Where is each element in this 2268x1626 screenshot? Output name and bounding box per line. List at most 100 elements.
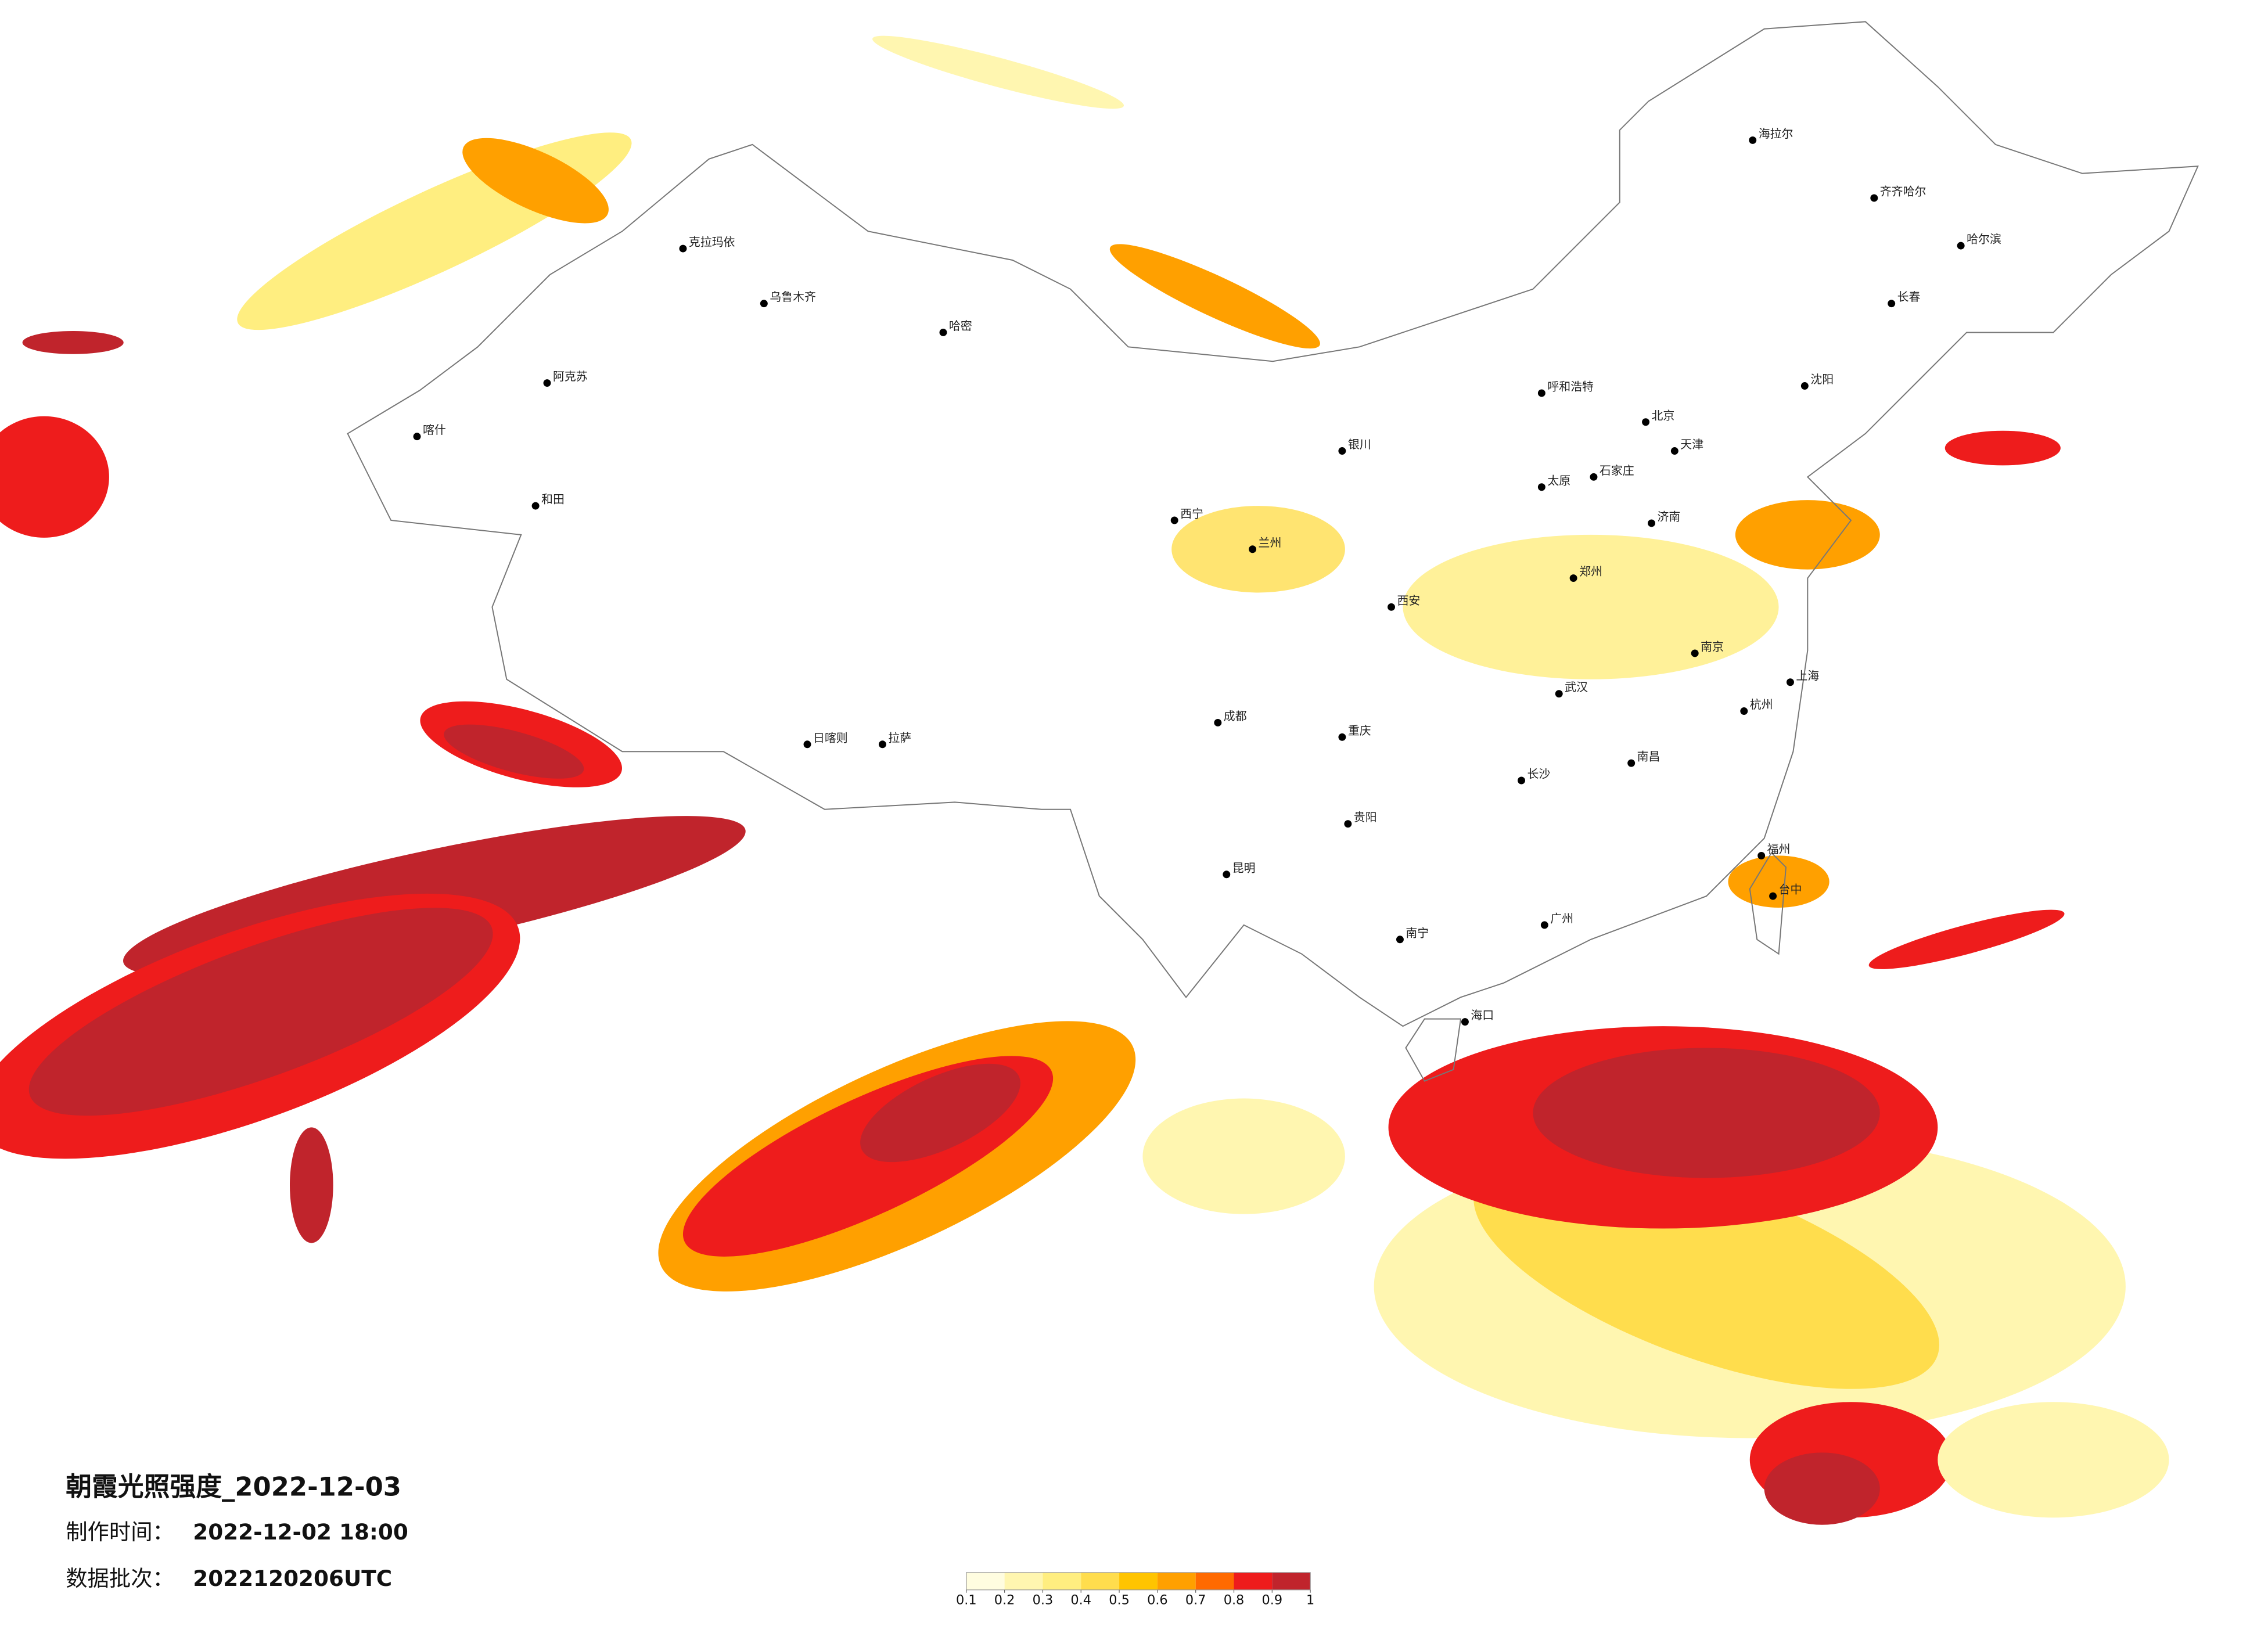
colorbar-label: 0.3 — [1033, 1593, 1054, 1608]
heat-blob — [462, 138, 609, 224]
colorbar-cell — [1272, 1572, 1311, 1590]
colorbar-cell — [1004, 1572, 1043, 1590]
colorbar-label: 0.2 — [994, 1593, 1015, 1608]
city-label: 银川 — [1348, 438, 1371, 451]
city-dot — [1518, 776, 1525, 785]
colorbar-cell — [1157, 1572, 1196, 1590]
colorbar-label: 0.4 — [1070, 1593, 1091, 1608]
city-dot — [878, 740, 886, 749]
city-dot — [543, 379, 551, 387]
city-dot — [1540, 921, 1548, 929]
colorbar-label: 1 — [1306, 1593, 1314, 1608]
heat-blob — [1403, 534, 1779, 679]
colorbar-frame — [966, 1572, 1311, 1591]
city-label: 武汉 — [1565, 681, 1588, 694]
city-dot — [1749, 136, 1757, 144]
city-label: 兰州 — [1259, 536, 1282, 549]
city-label: 拉萨 — [888, 731, 911, 744]
title: 朝霞光照强度_2022-12-03 — [66, 1472, 401, 1502]
city-dot — [1957, 242, 1965, 250]
city-label: 太原 — [1547, 474, 1570, 487]
city-label: 昆明 — [1232, 861, 1256, 875]
china-border — [347, 21, 2199, 1027]
city-label: 南昌 — [1637, 750, 1660, 764]
city-label: 南宁 — [1406, 926, 1429, 940]
made-time: 2022-12-02 18:00 — [193, 1519, 408, 1545]
city-label: 西安 — [1397, 594, 1420, 607]
heat-blob — [1171, 506, 1345, 593]
heat-blob — [872, 35, 1124, 109]
heat-blob — [28, 908, 493, 1116]
city-label: 喀什 — [423, 423, 446, 437]
city-dot — [1170, 516, 1178, 524]
city-label: 哈密 — [949, 319, 972, 333]
city-label: 日喀则 — [813, 731, 848, 744]
city-dot — [1670, 447, 1678, 455]
city-dot — [1214, 718, 1222, 726]
batch: 2022120206UTC — [193, 1566, 392, 1591]
city-label: 西宁 — [1180, 508, 1203, 521]
city-dot — [1338, 447, 1346, 455]
city-dot — [1249, 545, 1257, 553]
heat-blob — [22, 330, 124, 354]
city-label: 阿克苏 — [553, 370, 588, 383]
city-dot — [1338, 733, 1346, 741]
city-dot — [1537, 483, 1545, 491]
colorbar-cell — [1195, 1572, 1234, 1590]
city-dot — [1800, 382, 1809, 390]
city-label: 海口 — [1471, 1009, 1494, 1022]
heat-blob — [1735, 500, 1880, 570]
city-label: 呼和浩特 — [1547, 380, 1594, 394]
heat-blob — [1868, 909, 2065, 969]
city-dot — [1223, 870, 1231, 879]
city-label: 福州 — [1767, 843, 1791, 856]
made-label: 制作时间： — [66, 1519, 174, 1545]
city-label: 郑州 — [1579, 565, 1602, 578]
city-dot — [1740, 707, 1748, 715]
city-dot — [1627, 759, 1636, 767]
city-label: 上海 — [1796, 669, 1819, 682]
city-dot — [1569, 574, 1577, 582]
heat-blob — [1764, 1452, 1880, 1525]
city-dot — [939, 328, 947, 336]
heat-blob — [1938, 1402, 2169, 1518]
city-dot — [413, 433, 421, 441]
colorbar-label: 0.5 — [1109, 1593, 1130, 1608]
colorbar-cell — [1081, 1572, 1120, 1590]
city-dot — [1642, 418, 1650, 426]
city-label: 和田 — [541, 493, 565, 506]
city-label: 哈尔滨 — [1967, 233, 2001, 246]
city-label: 成都 — [1224, 710, 1247, 723]
city-dot — [1769, 892, 1777, 900]
city-dot — [1396, 936, 1404, 944]
city-dot — [1555, 690, 1563, 698]
city-label: 杭州 — [1750, 698, 1773, 711]
city-dot — [1537, 389, 1545, 397]
city-label: 石家庄 — [1600, 464, 1634, 477]
heat-blob — [1109, 244, 1320, 349]
city-dot — [679, 244, 687, 253]
heat-blob — [1728, 855, 1830, 908]
heat-blob — [1944, 430, 2061, 466]
colorbar-cell — [1043, 1572, 1081, 1590]
city-label: 沈阳 — [1810, 373, 1834, 386]
taiwan-border — [1749, 851, 1787, 955]
city-label: 广州 — [1550, 912, 1573, 925]
heat-field — [0, 35, 2169, 1525]
city-dot — [531, 502, 540, 510]
heat-blob — [1142, 1098, 1345, 1214]
city-dot — [1691, 649, 1699, 657]
heat-blob — [444, 724, 584, 779]
city-label: 长沙 — [1527, 768, 1550, 781]
batch-label: 数据批次： — [66, 1566, 174, 1591]
colorbar-label: 0.8 — [1224, 1593, 1245, 1608]
city-dot — [1461, 1018, 1469, 1026]
city-label: 南京 — [1701, 641, 1724, 654]
city-label: 长春 — [1897, 290, 1921, 304]
colorbar-label: 0.6 — [1147, 1593, 1168, 1608]
colorbar-cell — [1234, 1572, 1273, 1590]
city-label: 北京 — [1652, 409, 1675, 422]
hainan-border — [1405, 1018, 1462, 1082]
